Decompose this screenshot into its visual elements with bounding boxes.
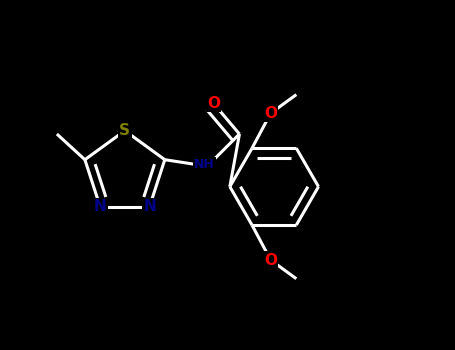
Text: O: O: [264, 106, 277, 121]
Text: N: N: [94, 199, 106, 214]
Text: O: O: [207, 96, 220, 111]
Text: N: N: [143, 199, 156, 214]
Text: O: O: [264, 253, 277, 267]
Text: S: S: [119, 123, 130, 138]
Text: NH: NH: [194, 158, 215, 171]
